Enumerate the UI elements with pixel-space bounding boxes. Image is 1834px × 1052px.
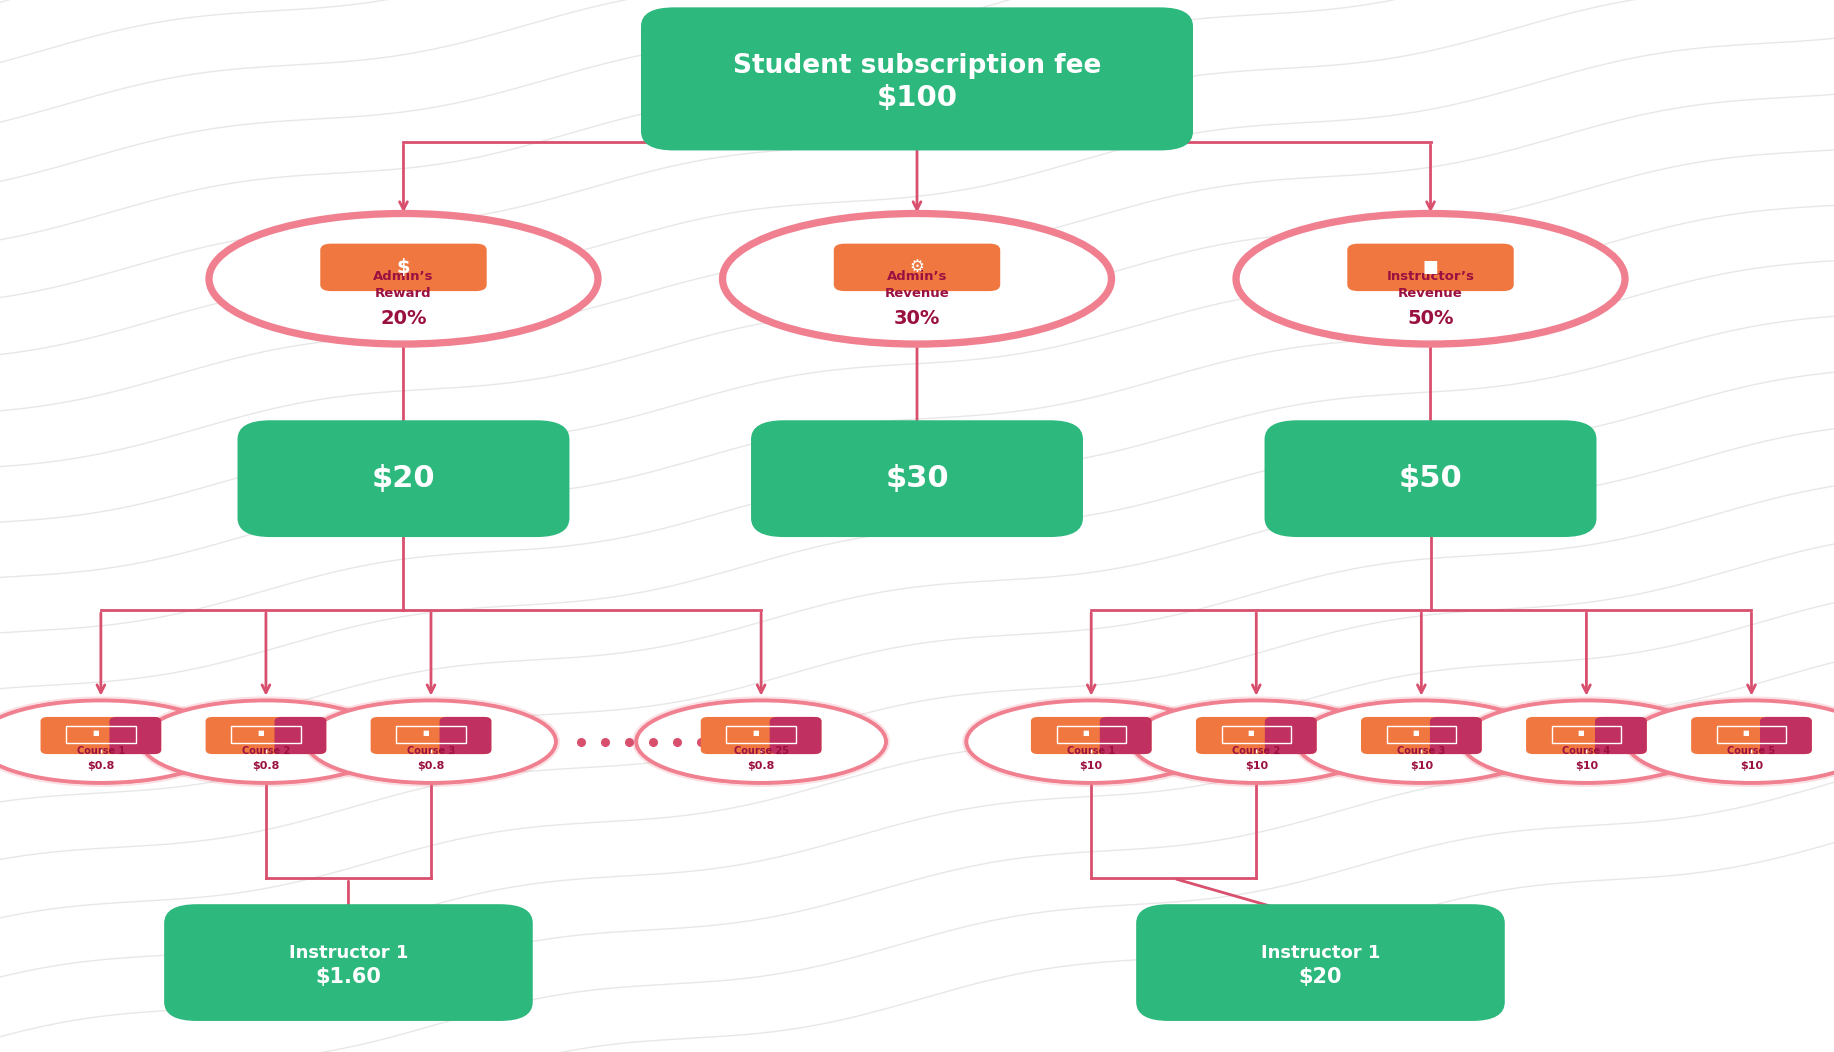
Text: ■: ■ <box>422 730 429 736</box>
Text: ■: ■ <box>1423 259 1438 277</box>
FancyBboxPatch shape <box>238 420 569 537</box>
Text: Admin’s
Reward: Admin’s Reward <box>374 270 433 300</box>
Text: $20: $20 <box>372 464 435 493</box>
Ellipse shape <box>141 701 391 783</box>
FancyBboxPatch shape <box>1031 716 1152 754</box>
FancyBboxPatch shape <box>1348 244 1513 291</box>
Ellipse shape <box>1462 701 1711 783</box>
Text: $10: $10 <box>1080 762 1102 771</box>
FancyBboxPatch shape <box>834 244 1000 291</box>
Text: 20%: 20% <box>380 308 427 327</box>
Text: Course 3: Course 3 <box>1398 746 1445 755</box>
FancyBboxPatch shape <box>1135 905 1504 1020</box>
FancyBboxPatch shape <box>440 716 492 754</box>
Text: Course 1: Course 1 <box>77 746 125 755</box>
Text: ■: ■ <box>92 730 99 736</box>
FancyBboxPatch shape <box>752 420 1082 537</box>
Text: ■: ■ <box>1742 730 1750 736</box>
FancyBboxPatch shape <box>1361 716 1482 754</box>
Ellipse shape <box>967 701 1216 783</box>
Text: ■: ■ <box>1577 730 1585 736</box>
FancyBboxPatch shape <box>370 716 492 754</box>
Text: $100: $100 <box>877 84 957 112</box>
Text: 50%: 50% <box>1407 308 1454 327</box>
Text: $10: $10 <box>1410 762 1432 771</box>
Text: Course 4: Course 4 <box>1563 746 1610 755</box>
Text: $10: $10 <box>1740 762 1762 771</box>
Text: Instructor 1: Instructor 1 <box>288 944 409 963</box>
Ellipse shape <box>1297 701 1546 783</box>
Ellipse shape <box>306 701 556 783</box>
FancyBboxPatch shape <box>770 716 822 754</box>
Ellipse shape <box>0 701 226 783</box>
Text: ■: ■ <box>257 730 264 736</box>
Text: $0.8: $0.8 <box>748 762 774 771</box>
Text: $10: $10 <box>1245 762 1267 771</box>
Ellipse shape <box>724 216 1110 342</box>
Text: Admin’s
Revenue: Admin’s Revenue <box>884 270 950 300</box>
Text: Course 25: Course 25 <box>734 746 789 755</box>
Ellipse shape <box>1238 216 1623 342</box>
Text: ■: ■ <box>1247 730 1254 736</box>
Text: Course 3: Course 3 <box>407 746 455 755</box>
Ellipse shape <box>1132 701 1381 783</box>
Text: ■: ■ <box>1412 730 1420 736</box>
Ellipse shape <box>636 701 886 783</box>
Text: 30%: 30% <box>893 308 941 327</box>
FancyBboxPatch shape <box>275 716 326 754</box>
FancyBboxPatch shape <box>1431 716 1482 754</box>
FancyBboxPatch shape <box>1691 716 1812 754</box>
FancyBboxPatch shape <box>1265 420 1596 537</box>
Text: ⚙: ⚙ <box>910 259 924 277</box>
Text: Course 2: Course 2 <box>1232 746 1280 755</box>
Text: $30: $30 <box>886 464 948 493</box>
FancyBboxPatch shape <box>1526 716 1647 754</box>
Text: Instructor 1: Instructor 1 <box>1260 944 1381 963</box>
FancyBboxPatch shape <box>110 716 161 754</box>
FancyBboxPatch shape <box>1100 716 1152 754</box>
Text: ■: ■ <box>752 730 759 736</box>
FancyBboxPatch shape <box>642 7 1194 150</box>
FancyBboxPatch shape <box>321 244 486 291</box>
Ellipse shape <box>211 216 596 342</box>
FancyBboxPatch shape <box>165 905 532 1020</box>
Text: Course 1: Course 1 <box>1067 746 1115 755</box>
Text: Course 5: Course 5 <box>1728 746 1775 755</box>
Ellipse shape <box>1627 701 1834 783</box>
Text: $0.8: $0.8 <box>418 762 444 771</box>
Text: ■: ■ <box>1082 730 1089 736</box>
Text: $0.8: $0.8 <box>253 762 279 771</box>
FancyBboxPatch shape <box>1196 716 1317 754</box>
Text: $20: $20 <box>1298 967 1342 987</box>
FancyBboxPatch shape <box>701 716 822 754</box>
Text: $: $ <box>396 258 411 277</box>
Text: Course 2: Course 2 <box>242 746 290 755</box>
FancyBboxPatch shape <box>40 716 161 754</box>
FancyBboxPatch shape <box>1265 716 1317 754</box>
Text: $50: $50 <box>1399 464 1462 493</box>
FancyBboxPatch shape <box>205 716 326 754</box>
Text: $1.60: $1.60 <box>315 967 381 987</box>
Text: $10: $10 <box>1575 762 1597 771</box>
FancyBboxPatch shape <box>1596 716 1647 754</box>
Text: Instructor’s
Revenue: Instructor’s Revenue <box>1387 270 1475 300</box>
Text: $0.8: $0.8 <box>88 762 114 771</box>
Text: Student subscription fee: Student subscription fee <box>734 54 1100 79</box>
FancyBboxPatch shape <box>1761 716 1812 754</box>
